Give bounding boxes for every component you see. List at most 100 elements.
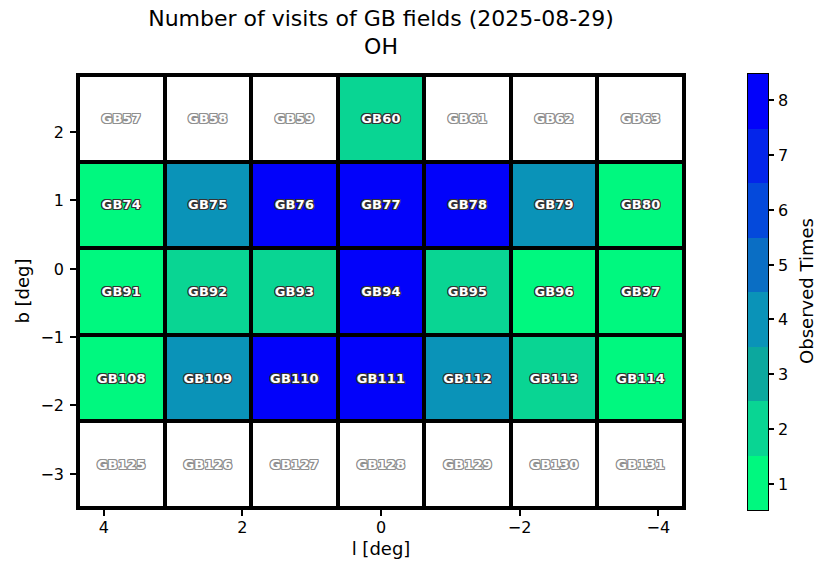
field-cell-gb62: GB62 bbox=[511, 75, 598, 162]
y-axis-label: b [deg] bbox=[12, 258, 33, 323]
field-cell-gb131: GB131 bbox=[597, 421, 684, 508]
x-tick-label: −4 bbox=[646, 518, 670, 537]
field-cell-gb91: GB91 bbox=[78, 248, 165, 335]
colorbar-tick-label: 8 bbox=[778, 91, 788, 110]
colorbar-segment-3 bbox=[748, 347, 768, 402]
colorbar-tick-mark bbox=[769, 318, 774, 320]
field-label: GB125 bbox=[97, 457, 146, 472]
field-cell-gb109: GB109 bbox=[165, 335, 252, 422]
field-cell-gb126: GB126 bbox=[165, 421, 252, 508]
colorbar bbox=[747, 73, 769, 511]
field-cell-gb74: GB74 bbox=[78, 162, 165, 249]
field-cell-gb129: GB129 bbox=[424, 421, 511, 508]
field-cell-gb94: GB94 bbox=[338, 248, 425, 335]
y-tick-mark bbox=[70, 336, 76, 338]
field-label: GB61 bbox=[448, 111, 487, 126]
colorbar-tick-label: 3 bbox=[778, 365, 788, 384]
field-cell-gb95: GB95 bbox=[424, 248, 511, 335]
field-label: GB80 bbox=[621, 197, 660, 212]
x-tick-mark bbox=[380, 510, 382, 516]
field-label: GB57 bbox=[102, 111, 141, 126]
field-label: GB62 bbox=[534, 111, 573, 126]
field-cell-gb76: GB76 bbox=[251, 162, 338, 249]
field-label: GB96 bbox=[534, 284, 573, 299]
colorbar-tick-mark bbox=[769, 99, 774, 101]
colorbar-tick-mark bbox=[769, 373, 774, 375]
y-tick-mark bbox=[70, 404, 76, 406]
x-tick-mark bbox=[519, 510, 521, 516]
colorbar-tick-label: 2 bbox=[778, 419, 788, 438]
field-label: GB112 bbox=[443, 371, 492, 386]
x-tick-label: 4 bbox=[99, 518, 109, 537]
field-cell-gb128: GB128 bbox=[338, 421, 425, 508]
field-cell-gb130: GB130 bbox=[511, 421, 598, 508]
field-label: GB126 bbox=[183, 457, 232, 472]
field-label: GB95 bbox=[448, 284, 487, 299]
field-label: GB128 bbox=[357, 457, 406, 472]
field-label: GB93 bbox=[275, 284, 314, 299]
field-label: GB130 bbox=[530, 457, 579, 472]
field-cell-gb59: GB59 bbox=[251, 75, 338, 162]
colorbar-tick-mark bbox=[769, 264, 774, 266]
colorbar-tick-label: 1 bbox=[778, 474, 788, 493]
field-label: GB97 bbox=[621, 284, 660, 299]
x-tick-label: 2 bbox=[237, 518, 247, 537]
y-tick-mark bbox=[70, 268, 76, 270]
colorbar-segment-8 bbox=[748, 74, 768, 129]
field-label: GB110 bbox=[270, 371, 319, 386]
colorbar-segment-6 bbox=[748, 183, 768, 238]
x-tick-mark bbox=[241, 510, 243, 516]
plot-area: GB57 GB58 GB59 GB60 GB61 GB62 GB63 GB74 GB75 GB76… bbox=[76, 73, 686, 510]
colorbar-tick-label: 7 bbox=[778, 146, 788, 165]
colorbar-tick-label: 4 bbox=[778, 310, 788, 329]
field-label: GB60 bbox=[361, 111, 400, 126]
y-tick-label: −1 bbox=[24, 327, 64, 346]
field-cell-gb108: GB108 bbox=[78, 335, 165, 422]
y-tick-label: −2 bbox=[24, 396, 64, 415]
colorbar-segment-2 bbox=[748, 401, 768, 456]
field-label: GB113 bbox=[530, 371, 579, 386]
colorbar-tick-mark bbox=[769, 154, 774, 156]
field-cell-gb125: GB125 bbox=[78, 421, 165, 508]
field-cell-gb93: GB93 bbox=[251, 248, 338, 335]
x-tick-label: −2 bbox=[508, 518, 532, 537]
field-cell-gb77: GB77 bbox=[338, 162, 425, 249]
colorbar-label: Observed Times bbox=[796, 218, 817, 364]
field-label: GB92 bbox=[188, 284, 227, 299]
field-label: GB109 bbox=[183, 371, 232, 386]
field-grid: GB57 GB58 GB59 GB60 GB61 GB62 GB63 GB74 GB75 GB76… bbox=[78, 75, 684, 508]
colorbar-tick-mark bbox=[769, 428, 774, 430]
field-label: GB91 bbox=[102, 284, 141, 299]
field-cell-gb78: GB78 bbox=[424, 162, 511, 249]
field-cell-gb97: GB97 bbox=[597, 248, 684, 335]
field-label: GB59 bbox=[275, 111, 314, 126]
field-cell-gb96: GB96 bbox=[511, 248, 598, 335]
field-cell-gb75: GB75 bbox=[165, 162, 252, 249]
field-label: GB74 bbox=[102, 197, 141, 212]
y-tick-label: −3 bbox=[24, 464, 64, 483]
field-cell-gb112: GB112 bbox=[424, 335, 511, 422]
field-cell-gb57: GB57 bbox=[78, 75, 165, 162]
field-label: GB63 bbox=[621, 111, 660, 126]
colorbar-segment-1 bbox=[748, 456, 768, 511]
field-label: GB78 bbox=[448, 197, 487, 212]
y-tick-label: 1 bbox=[24, 191, 64, 210]
field-label: GB77 bbox=[361, 197, 400, 212]
field-label: GB127 bbox=[270, 457, 319, 472]
field-label: GB129 bbox=[443, 457, 492, 472]
field-label: GB58 bbox=[188, 111, 227, 126]
field-label: GB76 bbox=[275, 197, 314, 212]
field-label: GB114 bbox=[616, 371, 665, 386]
field-cell-gb60: GB60 bbox=[338, 75, 425, 162]
field-cell-gb58: GB58 bbox=[165, 75, 252, 162]
chart-title-line1: Number of visits of GB fields (2025-08-2… bbox=[76, 6, 686, 32]
colorbar-segment-5 bbox=[748, 238, 768, 293]
y-tick-mark bbox=[70, 131, 76, 133]
field-cell-gb79: GB79 bbox=[511, 162, 598, 249]
field-label: GB75 bbox=[188, 197, 227, 212]
colorbar-tick-mark bbox=[769, 483, 774, 485]
x-tick-mark bbox=[103, 510, 105, 516]
field-label: GB111 bbox=[357, 371, 406, 386]
field-label: GB131 bbox=[616, 457, 665, 472]
y-tick-mark bbox=[70, 473, 76, 475]
